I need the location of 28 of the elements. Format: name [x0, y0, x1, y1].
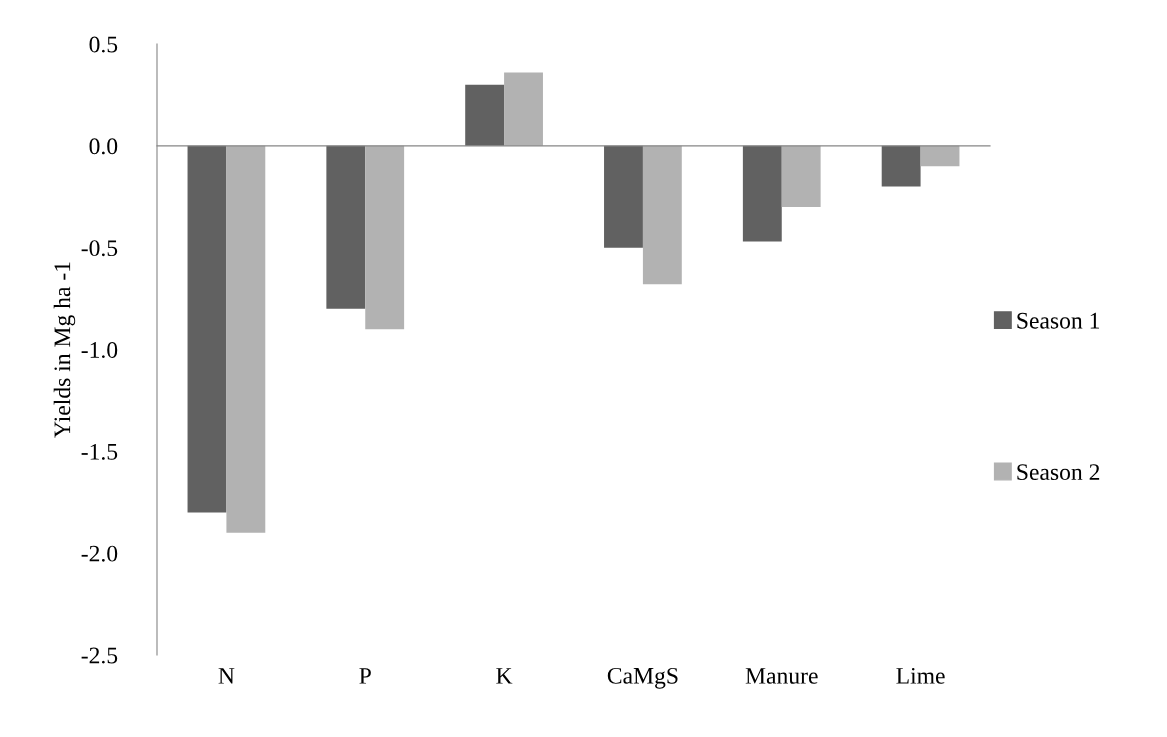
x-tick-label: Manure [745, 668, 818, 684]
y-tick-label: -1.0 [81, 341, 118, 359]
x-tick-label: P [359, 668, 371, 684]
bar [465, 84, 505, 146]
bar [920, 145, 960, 167]
x-tick-label: CaMgS [607, 667, 678, 689]
x-tick-label: K [496, 668, 513, 684]
bar [504, 72, 543, 146]
bar [326, 145, 366, 309]
y-axis-title: Yields in Mg ha -1 [53, 262, 76, 438]
y-tick-label: -2.0 [81, 545, 118, 562]
bar [781, 145, 821, 207]
bar [187, 145, 227, 513]
y-tick-label: 0.0 [89, 138, 118, 155]
bar [226, 145, 266, 533]
bar [642, 145, 682, 285]
legend-label: Season 2 [1017, 464, 1100, 481]
bar [881, 145, 921, 187]
y-tick-label: -0.5 [81, 240, 118, 257]
bar [365, 145, 405, 330]
x-tick-label: Lime [896, 667, 945, 684]
y-tick-label: 0.5 [89, 36, 118, 53]
legend-label: Season 1 [1017, 312, 1100, 329]
bar [742, 145, 782, 242]
y-tick-label: -1.5 [81, 443, 118, 460]
y-tick-label: -2.5 [81, 647, 118, 664]
x-tick-label: N [218, 668, 235, 684]
bar [604, 145, 643, 248]
